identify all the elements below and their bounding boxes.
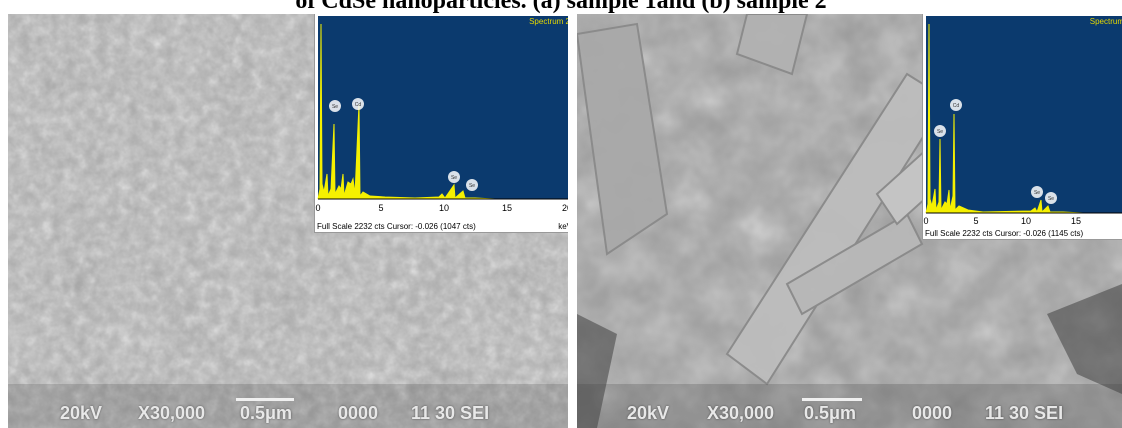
eds-x-ticks: 0 5 10 15 20 bbox=[315, 203, 568, 213]
x-tick: 20 bbox=[562, 203, 568, 213]
voltage-label: 20kV bbox=[60, 403, 103, 423]
eds-chart-a: Se Cd Se Se 0 5 10 15 20 bbox=[315, 16, 568, 213]
eds-footer-text: Full Scale 2232 cts Cursor: -0.026 (1047… bbox=[317, 222, 476, 231]
x-tick: 0 bbox=[315, 203, 320, 213]
figure-caption: of CdSe nanoparticles. (a) sample 1and (… bbox=[295, 0, 827, 14]
x-tick: 15 bbox=[1071, 216, 1081, 226]
svg-text:Se: Se bbox=[451, 175, 457, 181]
eds-title: Spectrum 2 bbox=[529, 17, 568, 26]
scale-bar-line bbox=[236, 398, 294, 401]
svg-text:Se: Se bbox=[469, 183, 475, 189]
eds-peak-marker-2: Cd bbox=[950, 99, 962, 111]
sem-info-bar-b: 20kV X30,000 0.5μm 0000 11 30 SEI bbox=[577, 392, 1122, 428]
eds-chart-b: Se Cd Se Se 0 5 10 15 bbox=[923, 16, 1122, 226]
x-tick: 0 bbox=[923, 216, 928, 226]
x-tick: 5 bbox=[378, 203, 383, 213]
eds-peak-marker-4: Se bbox=[1045, 192, 1057, 204]
working-distance-label: 11 30 SEI bbox=[985, 403, 1064, 423]
svg-text:Cd: Cd bbox=[355, 102, 362, 108]
scale-label: 0.5μm bbox=[240, 403, 293, 423]
eds-peak-marker-4: Se bbox=[466, 179, 478, 191]
svg-text:Se: Se bbox=[1048, 196, 1054, 202]
eds-spectrum-inset-a: Se Cd Se Se 0 5 10 15 20 Spectrum 2 Full… bbox=[314, 14, 568, 233]
eds-unit-label: keV bbox=[558, 222, 568, 231]
frame-label: 0000 bbox=[912, 403, 953, 423]
x-tick: 10 bbox=[1021, 216, 1031, 226]
eds-plot-area bbox=[926, 16, 1122, 213]
magnification-label: X30,000 bbox=[138, 403, 206, 423]
svg-text:Se: Se bbox=[937, 129, 943, 135]
x-tick: 10 bbox=[439, 203, 449, 213]
x-tick: 15 bbox=[502, 203, 512, 213]
working-distance-label: 11 30 SEI bbox=[411, 403, 490, 423]
eds-peak-marker-1: Se bbox=[329, 100, 341, 112]
sem-panel-b: 20kV X30,000 0.5μm 0000 11 30 SEI Se Cd … bbox=[577, 14, 1122, 428]
eds-spectrum-line bbox=[925, 23, 1122, 214]
eds-x-ticks: 0 5 10 15 bbox=[923, 216, 1081, 226]
eds-peak-marker-3: Se bbox=[1031, 186, 1043, 198]
svg-text:Cd: Cd bbox=[953, 103, 960, 109]
sem-info-bar-a: 20kV X30,000 0.5μm 0000 11 30 SEI bbox=[8, 392, 568, 428]
svg-text:Se: Se bbox=[1034, 190, 1040, 196]
x-tick: 5 bbox=[973, 216, 978, 226]
eds-spectrum-inset-b: Se Cd Se Se 0 5 10 15 Spectrum Full Scal… bbox=[922, 14, 1122, 240]
sem-image-b bbox=[577, 14, 1122, 428]
voltage-label: 20kV bbox=[627, 403, 670, 423]
sem-panel-a: 20kV X30,000 0.5μm 0000 11 30 SEI Se Cd … bbox=[8, 14, 568, 428]
frame-label: 0000 bbox=[338, 403, 379, 423]
scale-bar-line bbox=[802, 398, 862, 401]
magnification-label: X30,000 bbox=[707, 403, 775, 423]
eds-peak-marker-3: Se bbox=[448, 171, 460, 183]
eds-footer-text: Full Scale 2232 cts Cursor: -0.026 (1145… bbox=[925, 229, 1084, 238]
scale-label: 0.5μm bbox=[804, 403, 857, 423]
eds-peak-marker-1: Se bbox=[934, 125, 946, 137]
eds-title: Spectrum bbox=[1089, 17, 1122, 26]
eds-peak-marker-2: Cd bbox=[352, 98, 364, 110]
svg-text:Se: Se bbox=[332, 104, 338, 110]
